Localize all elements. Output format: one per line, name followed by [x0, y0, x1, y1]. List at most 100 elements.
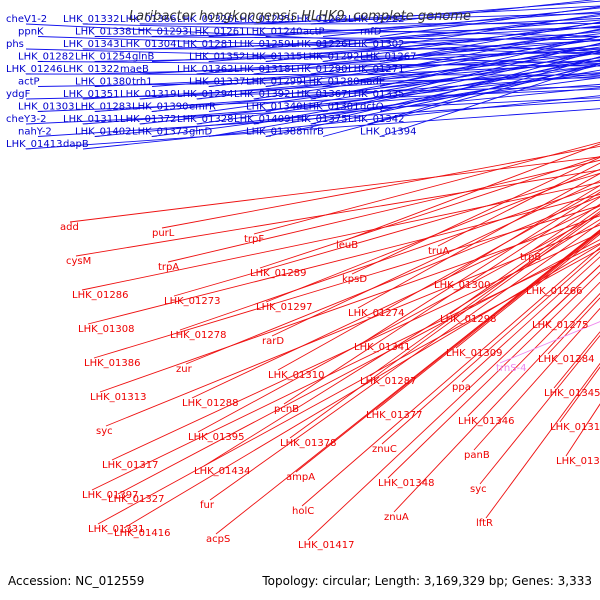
reverse-leader-line	[307, 264, 600, 541]
forward-leader-line	[265, 39, 600, 87]
forward-gene-label-ppnk: ppnK	[18, 27, 44, 38]
reverse-gene-label-lhk-01278: LHK_01278	[170, 330, 226, 341]
reverse-gene-label-lhk-01331: LHK_01331	[88, 524, 144, 535]
forward-leader-line	[196, 39, 600, 75]
forward-leader-line	[253, 19, 600, 50]
reverse-gene-label-lhk-01348: LHK_01348	[378, 478, 434, 489]
forward-gene-label-lhk-01303: LHK_01303	[18, 102, 74, 113]
forward-gene-label-lhk-01326: LHK_01326	[177, 14, 233, 25]
forward-leader-line	[37, 99, 600, 137]
forward-gene-label-lhk-01283: LHK_01283	[75, 102, 131, 113]
forward-gene-label-lhk-01267: LHK_01267	[360, 52, 416, 63]
forward-gene-label-lhk-01315: LHK_01315	[246, 52, 302, 63]
forward-gene-label-lhk-01337: LHK_01337	[189, 77, 245, 88]
forward-gene-label-lhk-01362: LHK_01362	[177, 64, 233, 75]
reverse-leader-line	[473, 307, 600, 451]
forward-leader-line	[265, 11, 600, 37]
reverse-gene-label-syc: syc	[470, 484, 487, 495]
reverse-leader-line	[197, 213, 600, 433]
forward-leader-line	[265, 25, 600, 62]
reverse-leader-line	[547, 297, 600, 355]
forward-gene-label-phs: phs	[6, 39, 24, 50]
reverse-leader-line	[173, 172, 600, 297]
forward-leader-line	[367, 42, 600, 100]
forward-leader-line	[310, 29, 600, 75]
forward-gene-label-lhk-01388: LHK_01388	[246, 127, 302, 138]
reverse-leader-line	[529, 203, 600, 253]
forward-gene-label-nahy-2: nahY-2	[18, 127, 52, 138]
forward-gene-label-lhk-01394: LHK_01394	[360, 127, 416, 138]
reverse-leader-line	[345, 143, 600, 241]
forward-leader-line	[208, 69, 600, 137]
forward-gene-label-lhk-01343: LHK_01343	[63, 39, 119, 50]
forward-leader-line	[82, 23, 600, 37]
forward-gene-label-lhk-01299: LHK_01299	[246, 77, 302, 88]
forward-gene-label-actp: actP	[303, 27, 325, 38]
forward-leader-line	[94, 63, 600, 87]
forward-leader-line	[94, 75, 600, 112]
forward-leader-line	[253, 46, 600, 100]
reverse-leader-line	[381, 250, 600, 445]
reverse-gene-label-kpsd: kpsD	[342, 274, 367, 285]
forward-gene-label-lhk-01302: LHK_01302	[348, 39, 404, 50]
forward-gene-label-maeb: maeB	[120, 64, 149, 75]
reverse-gene-label-lhk-01274: LHK_01274	[348, 308, 404, 319]
forward-gene-label-lhk-01351: LHK_01351	[63, 89, 119, 100]
reverse-leader-line	[111, 232, 600, 461]
forward-leader-line	[94, 51, 600, 62]
reverse-gene-label-trua: truA	[428, 246, 449, 257]
reverse-gene-label-lhk-01416: LHK_01416	[114, 528, 170, 539]
reverse-gene-label-lhk-01297: LHK_01297	[256, 302, 312, 313]
forward-gene-label-lhk-01332: LHK_01332	[63, 14, 119, 25]
forward-leader-line	[310, 56, 600, 125]
reverse-gene-label-lftr: lftR	[476, 518, 493, 529]
forward-leader-line	[322, 22, 600, 62]
forward-leader-line	[253, 33, 600, 75]
reverse-gene-label-ppa: ppa	[452, 382, 471, 393]
reverse-leader-line	[479, 334, 600, 485]
forward-leader-line	[196, 13, 600, 25]
reverse-gene-label-lhk-01417: LHK_01417	[298, 540, 354, 551]
reverse-gene-label-lhk-01288: LHK_01288	[182, 398, 238, 409]
forward-gene-label-lhk-01254: LHK_01254	[75, 52, 131, 63]
forward-leader-line	[253, 59, 600, 125]
reverse-gene-label-trpa: trpA	[158, 262, 179, 273]
reverse-leader-line	[357, 173, 600, 309]
reverse-gene-label-lhk-01310: LHK_01310	[268, 370, 324, 381]
reverse-gene-label-znua: znuA	[384, 512, 409, 523]
reverse-leader-line	[535, 233, 600, 287]
forward-gene-label-nfrb: nfrB	[303, 127, 324, 138]
reverse-gene-label-lhk-01275: LHK_01275	[532, 320, 588, 331]
forward-gene-label-lhk-01226: LHK_01226	[291, 39, 347, 50]
forward-leader-line	[208, 18, 600, 37]
forward-gene-label-lhk-01366: LHK_01366	[120, 14, 176, 25]
forward-leader-line	[379, 36, 600, 87]
reverse-gene-label-lhk-01266: LHK_01266	[526, 286, 582, 297]
forward-gene-label-chev1-2: cheV1-2	[6, 14, 47, 25]
forward-leader-line	[367, 28, 600, 75]
reverse-gene-label-trpf: trpF	[244, 234, 264, 245]
reverse-leader-line	[253, 141, 600, 235]
forward-gene-label-trh1: trh1	[132, 77, 153, 88]
forward-gene-label-lhk-01295: LHK_01295	[234, 14, 290, 25]
reverse-gene-label-lhk-01341: LHK_01341	[354, 342, 410, 353]
reverse-leader-line	[215, 229, 600, 535]
reverse-leader-line	[185, 195, 600, 365]
forward-leader-line	[208, 57, 600, 112]
forward-leader-line	[322, 36, 600, 87]
reverse-leader-line	[289, 213, 600, 439]
reverse-leader-line	[455, 231, 600, 349]
reverse-gene-label-fur: fur	[200, 500, 215, 511]
forward-gene-label-lhk-01259: LHK_01259	[234, 39, 290, 50]
forward-gene-label-lhk-01340: LHK_01340	[246, 102, 302, 113]
forward-gene-label-lhk-01261: LHK_01261	[189, 27, 245, 38]
forward-gene-label-lhk-01373: LHK_01373	[132, 127, 188, 138]
reverse-gene-label-lhk-01395: LHK_01395	[188, 432, 244, 443]
forward-gene-label-lhk-01304: LHK_01304	[120, 39, 176, 50]
reverse-leader-line	[283, 196, 600, 405]
forward-leader-line	[208, 31, 600, 62]
reverse-gene-label-acps: acpS	[206, 534, 230, 545]
reverse-gene-label-panb: panB	[464, 450, 490, 461]
reverse-leader-line	[375, 230, 600, 411]
